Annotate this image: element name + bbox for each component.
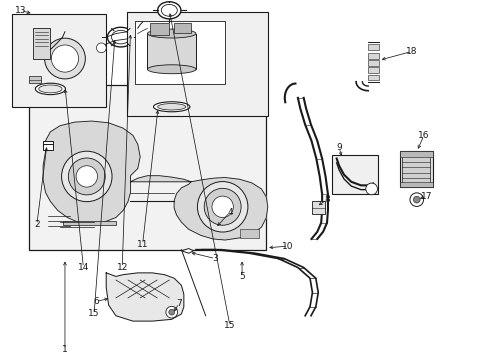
Bar bbox=[367, 44, 378, 50]
Bar bbox=[174, 23, 191, 33]
Ellipse shape bbox=[147, 29, 196, 38]
Ellipse shape bbox=[107, 27, 134, 47]
Bar bbox=[43, 141, 53, 150]
Text: 17: 17 bbox=[420, 192, 431, 201]
Text: 11: 11 bbox=[137, 240, 148, 249]
Ellipse shape bbox=[147, 65, 196, 74]
Circle shape bbox=[197, 181, 247, 232]
Text: 10: 10 bbox=[282, 242, 293, 251]
Ellipse shape bbox=[157, 2, 181, 19]
Polygon shape bbox=[181, 249, 193, 253]
Text: 4: 4 bbox=[226, 208, 232, 217]
Text: 16: 16 bbox=[417, 131, 429, 140]
Bar bbox=[62, 221, 116, 225]
Circle shape bbox=[76, 166, 97, 187]
Polygon shape bbox=[43, 121, 267, 240]
Text: 7: 7 bbox=[176, 299, 182, 308]
Text: 5: 5 bbox=[239, 272, 244, 281]
Circle shape bbox=[204, 188, 241, 225]
Text: 6: 6 bbox=[93, 297, 99, 306]
Text: 14: 14 bbox=[78, 263, 89, 272]
Ellipse shape bbox=[157, 104, 185, 110]
Text: 18: 18 bbox=[406, 47, 417, 56]
Bar bbox=[239, 229, 259, 238]
Text: 15: 15 bbox=[88, 310, 100, 319]
Circle shape bbox=[212, 196, 233, 217]
Text: 12: 12 bbox=[116, 263, 128, 272]
Bar bbox=[150, 23, 169, 35]
Bar bbox=[28, 76, 41, 83]
Bar bbox=[135, 21, 224, 84]
Bar bbox=[399, 152, 432, 187]
Bar bbox=[312, 202, 324, 214]
Ellipse shape bbox=[161, 4, 177, 16]
Bar bbox=[367, 67, 378, 73]
Circle shape bbox=[96, 43, 106, 53]
Ellipse shape bbox=[39, 85, 62, 93]
Bar bbox=[399, 182, 432, 187]
Bar bbox=[367, 53, 378, 59]
Circle shape bbox=[68, 158, 105, 195]
Circle shape bbox=[412, 196, 419, 203]
Polygon shape bbox=[106, 273, 183, 321]
Bar bbox=[127, 12, 267, 116]
Circle shape bbox=[51, 45, 79, 72]
Circle shape bbox=[44, 38, 85, 79]
Bar bbox=[12, 14, 106, 107]
Circle shape bbox=[409, 193, 423, 206]
Text: 2: 2 bbox=[34, 220, 40, 229]
Bar bbox=[33, 28, 50, 59]
Ellipse shape bbox=[111, 30, 130, 44]
Bar bbox=[147, 33, 196, 69]
Text: 13: 13 bbox=[15, 6, 26, 15]
Text: 15: 15 bbox=[224, 321, 235, 330]
Circle shape bbox=[61, 151, 112, 202]
Bar bbox=[367, 75, 378, 80]
Bar bbox=[399, 152, 432, 157]
Ellipse shape bbox=[35, 83, 65, 95]
Circle shape bbox=[365, 183, 377, 195]
Bar bbox=[367, 60, 378, 66]
Text: 8: 8 bbox=[324, 195, 329, 204]
Text: 3: 3 bbox=[212, 254, 218, 263]
Ellipse shape bbox=[153, 102, 189, 112]
Text: 9: 9 bbox=[336, 143, 341, 152]
Bar bbox=[331, 155, 377, 194]
Bar bbox=[28, 85, 266, 249]
Circle shape bbox=[165, 306, 177, 318]
Text: 1: 1 bbox=[62, 345, 68, 354]
Bar bbox=[401, 155, 429, 184]
Circle shape bbox=[168, 309, 174, 315]
